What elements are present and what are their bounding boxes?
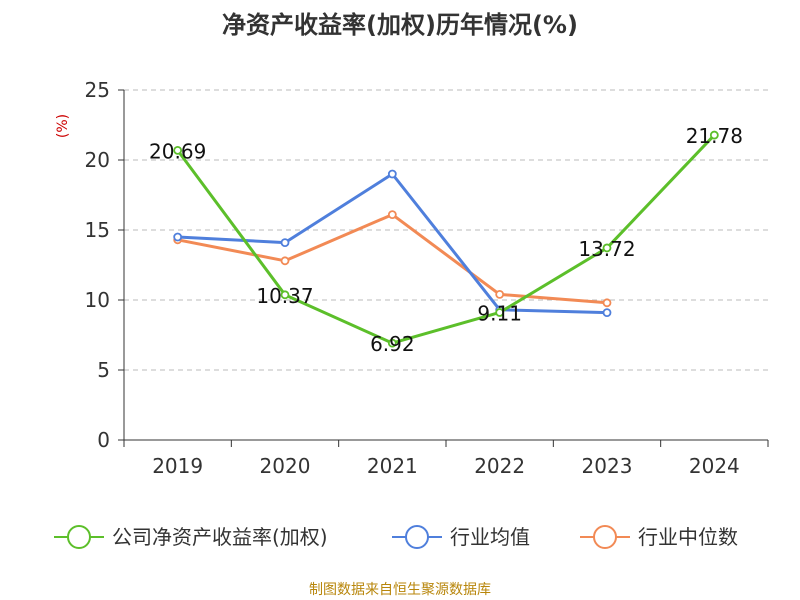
legend: 公司净资产收益率(加权) 行业均值 行业中位数 <box>54 525 738 549</box>
data-point <box>173 145 183 155</box>
data-label: 21.78 <box>686 124 743 148</box>
y-tick-label: 10 <box>85 288 110 312</box>
data-point <box>280 256 290 266</box>
series-line <box>177 172 608 315</box>
data-point <box>709 130 719 140</box>
y-tick-label: 15 <box>85 218 110 242</box>
data-label: 13.72 <box>578 237 635 261</box>
data-point <box>602 243 612 253</box>
data-label: 6.92 <box>370 332 415 356</box>
y-tick-label: 0 <box>97 428 110 452</box>
data-point <box>173 232 183 242</box>
data-point <box>387 338 397 348</box>
y-tick-labels: 0 5 10 15 20 25 <box>85 78 110 452</box>
data-label: 9.11 <box>477 301 522 325</box>
data-point <box>387 169 397 179</box>
x-tick-label: 2024 <box>689 454 740 478</box>
legend-marker <box>593 525 617 549</box>
x-tick-label: 2020 <box>260 454 311 478</box>
data-labels: 20.69 10.37 6.92 9.11 13.72 21.78 <box>149 124 743 356</box>
legend-label: 行业均值 <box>450 525 530 549</box>
data-point <box>602 308 612 318</box>
y-tick-label: 5 <box>97 358 110 382</box>
legend-marker <box>405 525 429 549</box>
y-tick-label: 20 <box>85 148 110 172</box>
x-tick-label: 2019 <box>152 454 203 478</box>
chart-title: 净资产收益率(加权)历年情况(%) <box>222 11 578 39</box>
data-point <box>495 289 505 299</box>
axes <box>118 89 769 447</box>
y-axis-label: (%) <box>55 114 71 138</box>
x-tick-labels: 2019 2020 2021 2022 2023 2024 <box>152 454 740 478</box>
source-note: 制图数据来自恒生聚源数据库 <box>309 582 491 598</box>
legend-label: 行业中位数 <box>638 525 738 549</box>
x-tick-label: 2022 <box>474 454 525 478</box>
data-point <box>280 290 290 300</box>
legend-marker <box>67 525 91 549</box>
series-line <box>177 213 608 305</box>
data-point <box>280 238 290 248</box>
series-line <box>176 134 716 345</box>
data-point <box>602 298 612 308</box>
data-label: 20.69 <box>149 139 206 163</box>
data-point <box>495 308 505 317</box>
series-layer <box>173 130 719 348</box>
y-tick-label: 25 <box>85 78 110 102</box>
legend-label: 公司净资产收益率(加权) <box>112 525 328 549</box>
x-tick-label: 2023 <box>582 454 633 478</box>
data-label: 10.37 <box>256 284 313 308</box>
data-point <box>387 210 397 220</box>
x-tick-label: 2021 <box>367 454 418 478</box>
